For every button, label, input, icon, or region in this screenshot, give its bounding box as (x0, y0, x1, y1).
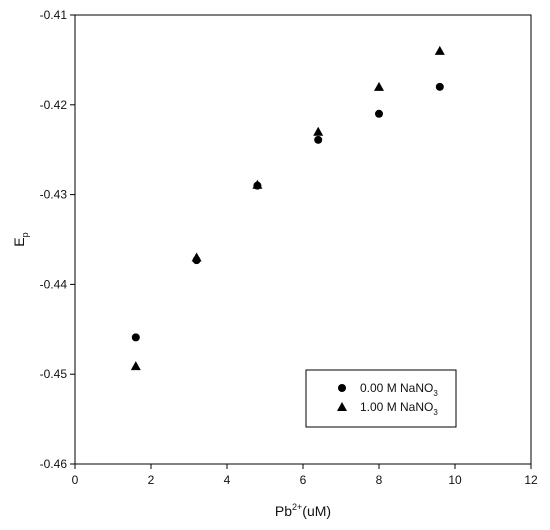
plot-frame (74, 14, 532, 465)
x-tick-label: 2 (148, 473, 155, 487)
y-tick-label: -0.44 (40, 277, 68, 291)
y-tick-label: -0.43 (40, 188, 68, 202)
legend-label: 1.00 M NaNO3 (360, 400, 438, 417)
legend-marker-triangle (337, 402, 347, 411)
series-2 (130, 45, 445, 371)
data-point-circle (314, 135, 323, 144)
x-axis-label-superscript: 2+ (292, 502, 302, 512)
y-axis-ticks: -0.46 -0.45 -0.44 -0.43 -0.42 -0.41 (40, 8, 75, 471)
series-1 (131, 82, 444, 342)
y-axis-label-subscript: p (20, 232, 30, 237)
legend-label-subscript: 3 (433, 408, 438, 417)
x-axis-ticks: 0 2 4 6 8 10 12 (72, 464, 538, 487)
legend-label: 0.00 M NaNO3 (360, 381, 438, 398)
x-axis-label: Pb2+(uM) (275, 502, 331, 519)
x-tick-label: 12 (524, 473, 538, 487)
legend-label-subscript: 3 (433, 389, 438, 398)
y-tick-label: -0.46 (40, 457, 68, 471)
x-tick-label: 6 (300, 473, 307, 487)
data-point-triangle (434, 45, 445, 55)
x-tick-label: 0 (72, 473, 79, 487)
data-point-triangle (252, 179, 263, 189)
legend-label-base: 1.00 M NaNO (360, 400, 433, 414)
data-point-triangle (374, 81, 384, 91)
legend-label-base: 0.00 M NaNO (360, 381, 433, 395)
data-point-triangle (313, 126, 324, 136)
x-tick-label: 10 (448, 473, 462, 487)
y-tick-label: -0.42 (40, 98, 68, 112)
series-layer (130, 45, 445, 371)
x-axis-label-base: Pb (275, 503, 292, 519)
x-axis-label-unit: (uM) (302, 503, 331, 519)
legend-marker-circle (338, 384, 346, 392)
y-tick-label: -0.45 (40, 367, 68, 381)
data-point-triangle (191, 252, 202, 262)
x-tick-label: 8 (376, 473, 383, 487)
y-tick-label: -0.41 (40, 8, 68, 22)
x-tick-label: 4 (224, 473, 231, 487)
y-axis-label-base: E (11, 237, 27, 246)
data-point-triangle (130, 361, 141, 371)
data-point-circle (375, 109, 383, 118)
data-point-circle (435, 82, 444, 91)
data-point-circle (131, 333, 140, 342)
legend-box (305, 369, 457, 428)
y-axis-label: Ep (11, 232, 30, 246)
